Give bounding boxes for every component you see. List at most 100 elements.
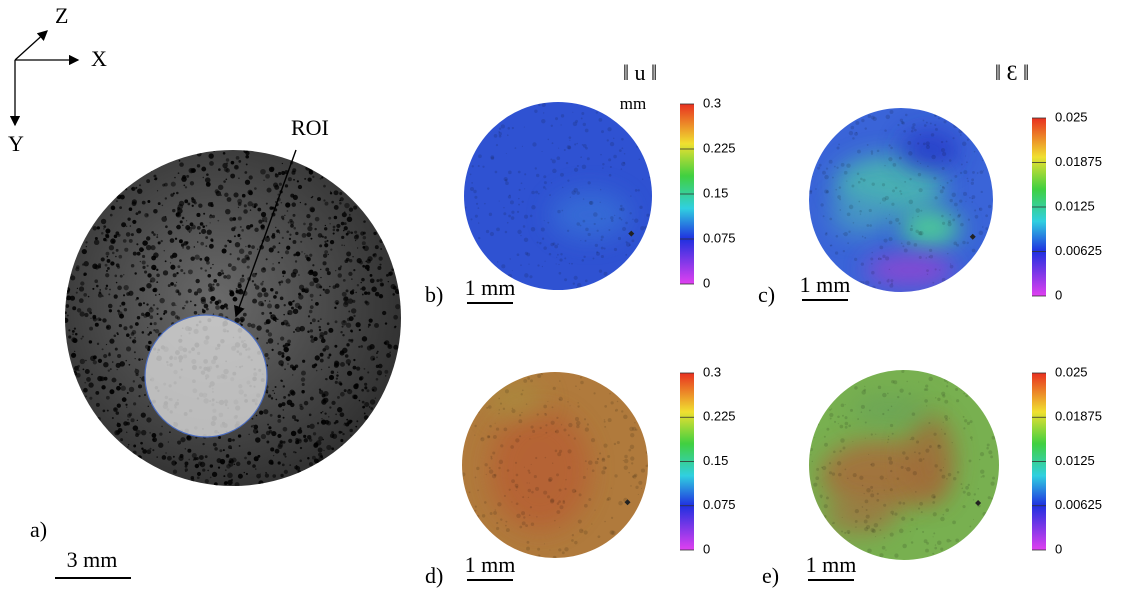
speckle-dot [898, 222, 901, 225]
axis-x: X [91, 46, 107, 71]
speckle-dot [846, 212, 851, 217]
speckle-dot [890, 510, 895, 515]
field-blob [900, 210, 960, 246]
speckle-dot [117, 311, 123, 316]
speckle-dot [835, 188, 838, 191]
speckle-dot [562, 499, 565, 503]
speckle-dot [847, 477, 849, 480]
speckle-dot [115, 231, 120, 236]
speckle-dot [179, 162, 184, 167]
speckle-dot [879, 553, 884, 558]
speckle-dot [282, 409, 285, 411]
speckle-dot [277, 414, 281, 419]
speckle-dot [159, 317, 163, 321]
speckle-dot [194, 303, 197, 307]
speckle-dot [381, 283, 384, 286]
speckle-dot [141, 331, 145, 334]
speckle-dot [181, 216, 185, 220]
speckle-dot [510, 216, 515, 220]
speckle-dot [628, 244, 631, 247]
speckle-dot [132, 450, 137, 455]
speckle-dot [255, 414, 258, 417]
speckle-dot [878, 281, 882, 285]
speckle-dot [105, 395, 110, 400]
speckle-dot [292, 240, 297, 244]
speckle-dot [87, 295, 90, 298]
speckle-dot [375, 377, 379, 381]
speckle-dot [339, 412, 345, 418]
speckle-dot [342, 301, 349, 308]
speckle-dot [264, 236, 271, 242]
speckle-dot [134, 336, 136, 339]
speckle-dot [558, 396, 563, 402]
speckle-dot [346, 216, 353, 223]
speckle-dot [615, 408, 619, 412]
speckle-dot [885, 549, 887, 551]
speckle-dot [103, 361, 109, 368]
speckle-dot [859, 213, 862, 215]
speckle-dot [258, 410, 264, 415]
speckle-dot [354, 239, 357, 242]
speckle-dot [149, 280, 152, 283]
speckle-dot [891, 282, 894, 285]
speckle-dot [193, 291, 199, 296]
speckle-dot [601, 458, 606, 462]
speckle-dot [493, 511, 497, 515]
speckle-dot [141, 260, 146, 265]
speckle-dot [165, 452, 167, 454]
speckle-dot [229, 290, 234, 295]
speckle-dot [355, 291, 357, 294]
speckle-dot [111, 251, 115, 255]
speckle-dot [498, 412, 500, 415]
speckle-dot [162, 183, 166, 187]
speckle-dot [536, 413, 539, 416]
speckle-dot [485, 473, 487, 476]
speckle-dot [890, 146, 893, 150]
speckle-dot [555, 429, 559, 434]
speckle-dot [202, 176, 204, 179]
speckle-dot [156, 268, 159, 272]
speckle-dot [962, 415, 965, 418]
speckle-dot [515, 485, 519, 489]
speckle-dot [550, 158, 553, 161]
speckle-dot [335, 269, 337, 272]
speckle-dot [237, 434, 242, 438]
speckle-dot [241, 229, 244, 232]
speckle-dot [275, 398, 278, 401]
speckle-dot [147, 345, 151, 349]
speckle-dot [850, 125, 855, 130]
speckle-dot [469, 186, 475, 192]
speckle-dot [848, 204, 854, 210]
speckle-dot [905, 456, 909, 461]
speckle-dot [313, 277, 319, 283]
speckle-dot [326, 271, 331, 276]
speckle-dot [317, 197, 322, 202]
speckle-dot [531, 190, 535, 195]
speckle-dot [130, 332, 135, 336]
speckle-dot [870, 462, 875, 467]
speckle-dot [581, 143, 584, 146]
speckle-dot [268, 247, 274, 253]
speckle-dot [581, 164, 587, 170]
speckle-dot [227, 479, 233, 486]
speckle-dot [102, 409, 106, 413]
speckle-dot [127, 446, 129, 448]
speckle-dot [353, 205, 358, 210]
speckle-dot [899, 190, 902, 193]
speckle-dot [286, 245, 291, 250]
speckle-dot [933, 532, 936, 535]
colorbar-tick-label: 0 [703, 275, 710, 290]
speckle-dot [110, 205, 116, 211]
speckle-dot [344, 354, 349, 358]
speckle-dot [161, 216, 167, 222]
speckle-dot [306, 425, 310, 428]
speckle-dot [109, 213, 113, 217]
speckle-dot [227, 438, 232, 443]
panel-label: c) [758, 282, 775, 307]
speckle-dot [70, 352, 77, 358]
speckle-dot [928, 256, 931, 258]
speckle-dot [506, 469, 510, 472]
speckle-dot [973, 493, 977, 496]
speckle-dot [527, 469, 530, 472]
speckle-dot [485, 229, 490, 234]
